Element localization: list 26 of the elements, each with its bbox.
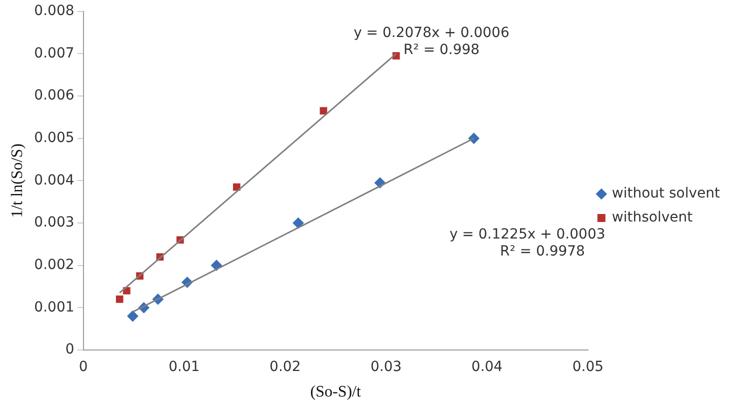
x-tick-label: 0.04 [471, 359, 503, 376]
y-tick-label: 0.003 [34, 214, 74, 231]
x-tick-label: 0.05 [572, 359, 604, 376]
legend-label: withsolvent [612, 210, 694, 226]
x-axis-title: (So-S)/t [310, 384, 362, 401]
y-tick-label: 0.006 [34, 88, 74, 104]
legend-label: without solvent [612, 186, 721, 202]
annotation: R² = 0.998 [404, 42, 480, 58]
annotation: y = 0.1225x + 0.0003 [449, 226, 606, 243]
annotation: R² = 0.9978 [500, 243, 585, 260]
y-axis-title: 1/t ln(So/S) [8, 144, 26, 218]
point [127, 310, 138, 322]
y-tick-label: 0 [65, 342, 74, 358]
annotation: y = 0.2078x + 0.0006 [354, 25, 510, 42]
y-tick-label: 0.005 [34, 130, 74, 146]
y-tick-label: 0.002 [34, 256, 74, 273]
point [116, 296, 124, 303]
point [320, 107, 328, 115]
y-tick-label: 0.001 [34, 299, 74, 316]
x-tick-label: 0.01 [168, 359, 200, 376]
y-tick-label: 0.004 [34, 172, 74, 188]
x-tick-label: 0.02 [270, 359, 301, 376]
x-tick-label: 0 [78, 359, 88, 376]
x-tick-label: 0.03 [370, 359, 402, 376]
y-tick-label: 0.008 [34, 3, 74, 20]
y-tick-label: 0.007 [34, 45, 74, 62]
